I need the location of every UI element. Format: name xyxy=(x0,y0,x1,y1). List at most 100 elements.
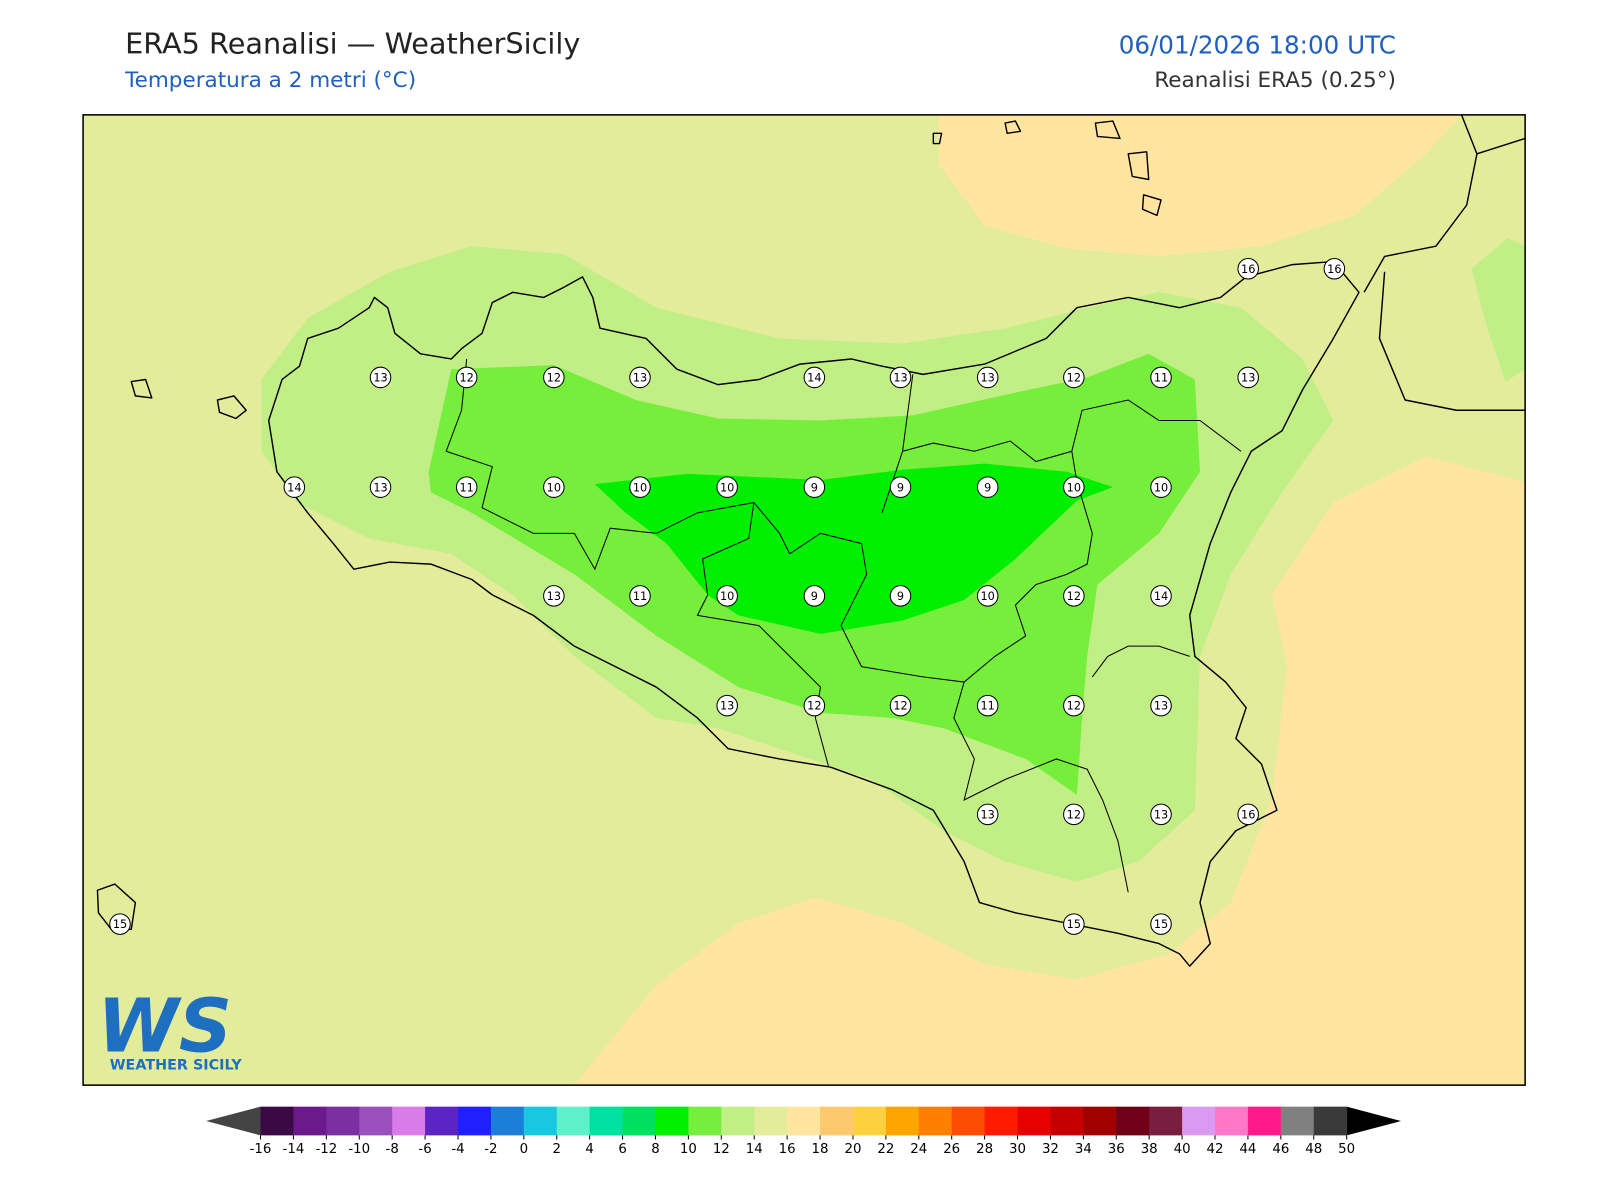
colorbar-bin xyxy=(1149,1106,1183,1136)
colorbar-bin xyxy=(1215,1106,1249,1136)
colorbar-tick-label: -12 xyxy=(315,1142,337,1157)
station-marker xyxy=(889,585,912,607)
station-marker xyxy=(543,476,565,498)
station-value: 9 xyxy=(984,481,991,494)
colorbar-tick-label: 24 xyxy=(910,1142,927,1157)
station-marker xyxy=(629,366,651,389)
colorbar-tick-label: 40 xyxy=(1174,1142,1191,1157)
station-value: 10 xyxy=(720,590,734,603)
field-area xyxy=(574,456,1526,1086)
colorbar-bin xyxy=(260,1106,294,1136)
colorbar-tick-label: 32 xyxy=(1042,1142,1059,1157)
colorbar-tick-label: 2 xyxy=(552,1142,560,1157)
station-value: 13 xyxy=(1154,700,1168,713)
colorbar-bin xyxy=(787,1106,821,1136)
station-marker xyxy=(1237,803,1259,826)
colorbar-tick-label: 34 xyxy=(1075,1142,1092,1157)
station-marker xyxy=(1150,585,1172,607)
colorbar-bin xyxy=(885,1106,920,1136)
colorbar-tick-label: 28 xyxy=(976,1142,993,1157)
station-marker xyxy=(889,694,912,717)
field-area xyxy=(938,114,1462,257)
station-value: 13 xyxy=(720,700,734,713)
colorbar-bin xyxy=(556,1106,591,1136)
field-area xyxy=(1471,237,1526,382)
colorbar-tick-label: 16 xyxy=(779,1142,796,1157)
station-marker xyxy=(1150,803,1172,826)
station-value: 13 xyxy=(373,372,387,385)
station-marker xyxy=(1063,694,1085,717)
colorbar-bin xyxy=(688,1106,722,1136)
station-marker xyxy=(1063,476,1085,498)
station-marker xyxy=(109,913,131,935)
station-value: 12 xyxy=(547,372,561,385)
station-value: 13 xyxy=(981,808,995,821)
colorbar-tick-label: -4 xyxy=(451,1142,464,1157)
station-value: 14 xyxy=(1154,590,1168,603)
colorbar-tick-label: 44 xyxy=(1239,1142,1256,1157)
station-marker xyxy=(629,476,651,498)
colorbar-tick-label: -14 xyxy=(283,1142,305,1157)
station-value: 16 xyxy=(1241,808,1255,821)
station-value: 10 xyxy=(633,481,647,494)
station-value: 11 xyxy=(1154,372,1168,385)
source: Reanalisi ERA5 (0.25°) xyxy=(1154,68,1396,93)
colorbar-tick-label: 38 xyxy=(1141,1142,1158,1157)
station-marker xyxy=(1150,366,1172,389)
station-marker xyxy=(976,476,999,498)
colorbar-tick-label: 30 xyxy=(1009,1142,1026,1157)
station-value: 10 xyxy=(1154,481,1168,494)
station-value: 13 xyxy=(633,372,647,385)
station-value: 11 xyxy=(459,481,473,494)
station-marker xyxy=(629,585,651,607)
coastline xyxy=(1363,114,1526,411)
station-marker xyxy=(976,694,999,717)
colorbar-bin xyxy=(326,1106,360,1136)
station-value: 13 xyxy=(373,481,387,494)
station-value: 12 xyxy=(1067,372,1081,385)
station-marker xyxy=(1063,585,1085,607)
station-marker xyxy=(976,366,999,389)
colorbar-bin xyxy=(359,1106,393,1136)
colorbar-tick-label: 14 xyxy=(746,1142,763,1157)
title: ERA5 Reanalisi — WeatherSicily xyxy=(125,26,580,60)
colorbar: -16 -14 -12 -10 -8 -6 -4 -2 0 2 4 6 8 10 12 14 16 18 20 22 2… xyxy=(206,1106,1402,1157)
station-marker xyxy=(803,694,826,717)
colorbar-tick-label: -16 xyxy=(250,1142,272,1157)
station-marker xyxy=(369,366,392,389)
station-value: 12 xyxy=(1067,700,1081,713)
colorbar-tick-label: -6 xyxy=(418,1142,431,1157)
colorbar-bin xyxy=(1050,1106,1084,1136)
colorbar-tick-label: 48 xyxy=(1305,1142,1322,1157)
station-value: 12 xyxy=(893,700,907,713)
datetime: 06/01/2026 18:00 UTC xyxy=(1119,30,1396,59)
station-value: 12 xyxy=(807,700,821,713)
station-marker xyxy=(976,585,999,607)
logo-text: WEATHER SICILY xyxy=(110,1058,243,1074)
colorbar-tick-label: 18 xyxy=(812,1142,829,1157)
station-marker xyxy=(1323,257,1346,280)
colorbar-tick-label: 50 xyxy=(1338,1142,1355,1157)
colorbar-tick-label: 0 xyxy=(520,1142,528,1157)
station-marker xyxy=(455,366,478,389)
station-marker xyxy=(543,585,565,607)
station-value: 15 xyxy=(113,918,127,931)
colorbar-bin xyxy=(852,1106,887,1136)
station-marker xyxy=(803,476,826,498)
logo-mark: WS xyxy=(97,983,232,1069)
station-value: 13 xyxy=(981,372,995,385)
colorbar-tick-label: 36 xyxy=(1108,1142,1125,1157)
field xyxy=(83,114,1526,1086)
colorbar-bin xyxy=(754,1106,788,1136)
colorbar-bin xyxy=(721,1106,755,1136)
station-marker xyxy=(976,803,999,826)
station-value: 12 xyxy=(1067,808,1081,821)
colorbar-bin xyxy=(1017,1106,1051,1136)
station-value: 10 xyxy=(981,590,995,603)
colorbar-bin xyxy=(392,1106,426,1136)
colorbar-tick-label: 12 xyxy=(713,1142,730,1157)
colorbar-bin xyxy=(425,1106,459,1136)
station-marker xyxy=(716,694,738,717)
station-marker xyxy=(889,366,912,389)
station-value: 14 xyxy=(287,481,301,494)
